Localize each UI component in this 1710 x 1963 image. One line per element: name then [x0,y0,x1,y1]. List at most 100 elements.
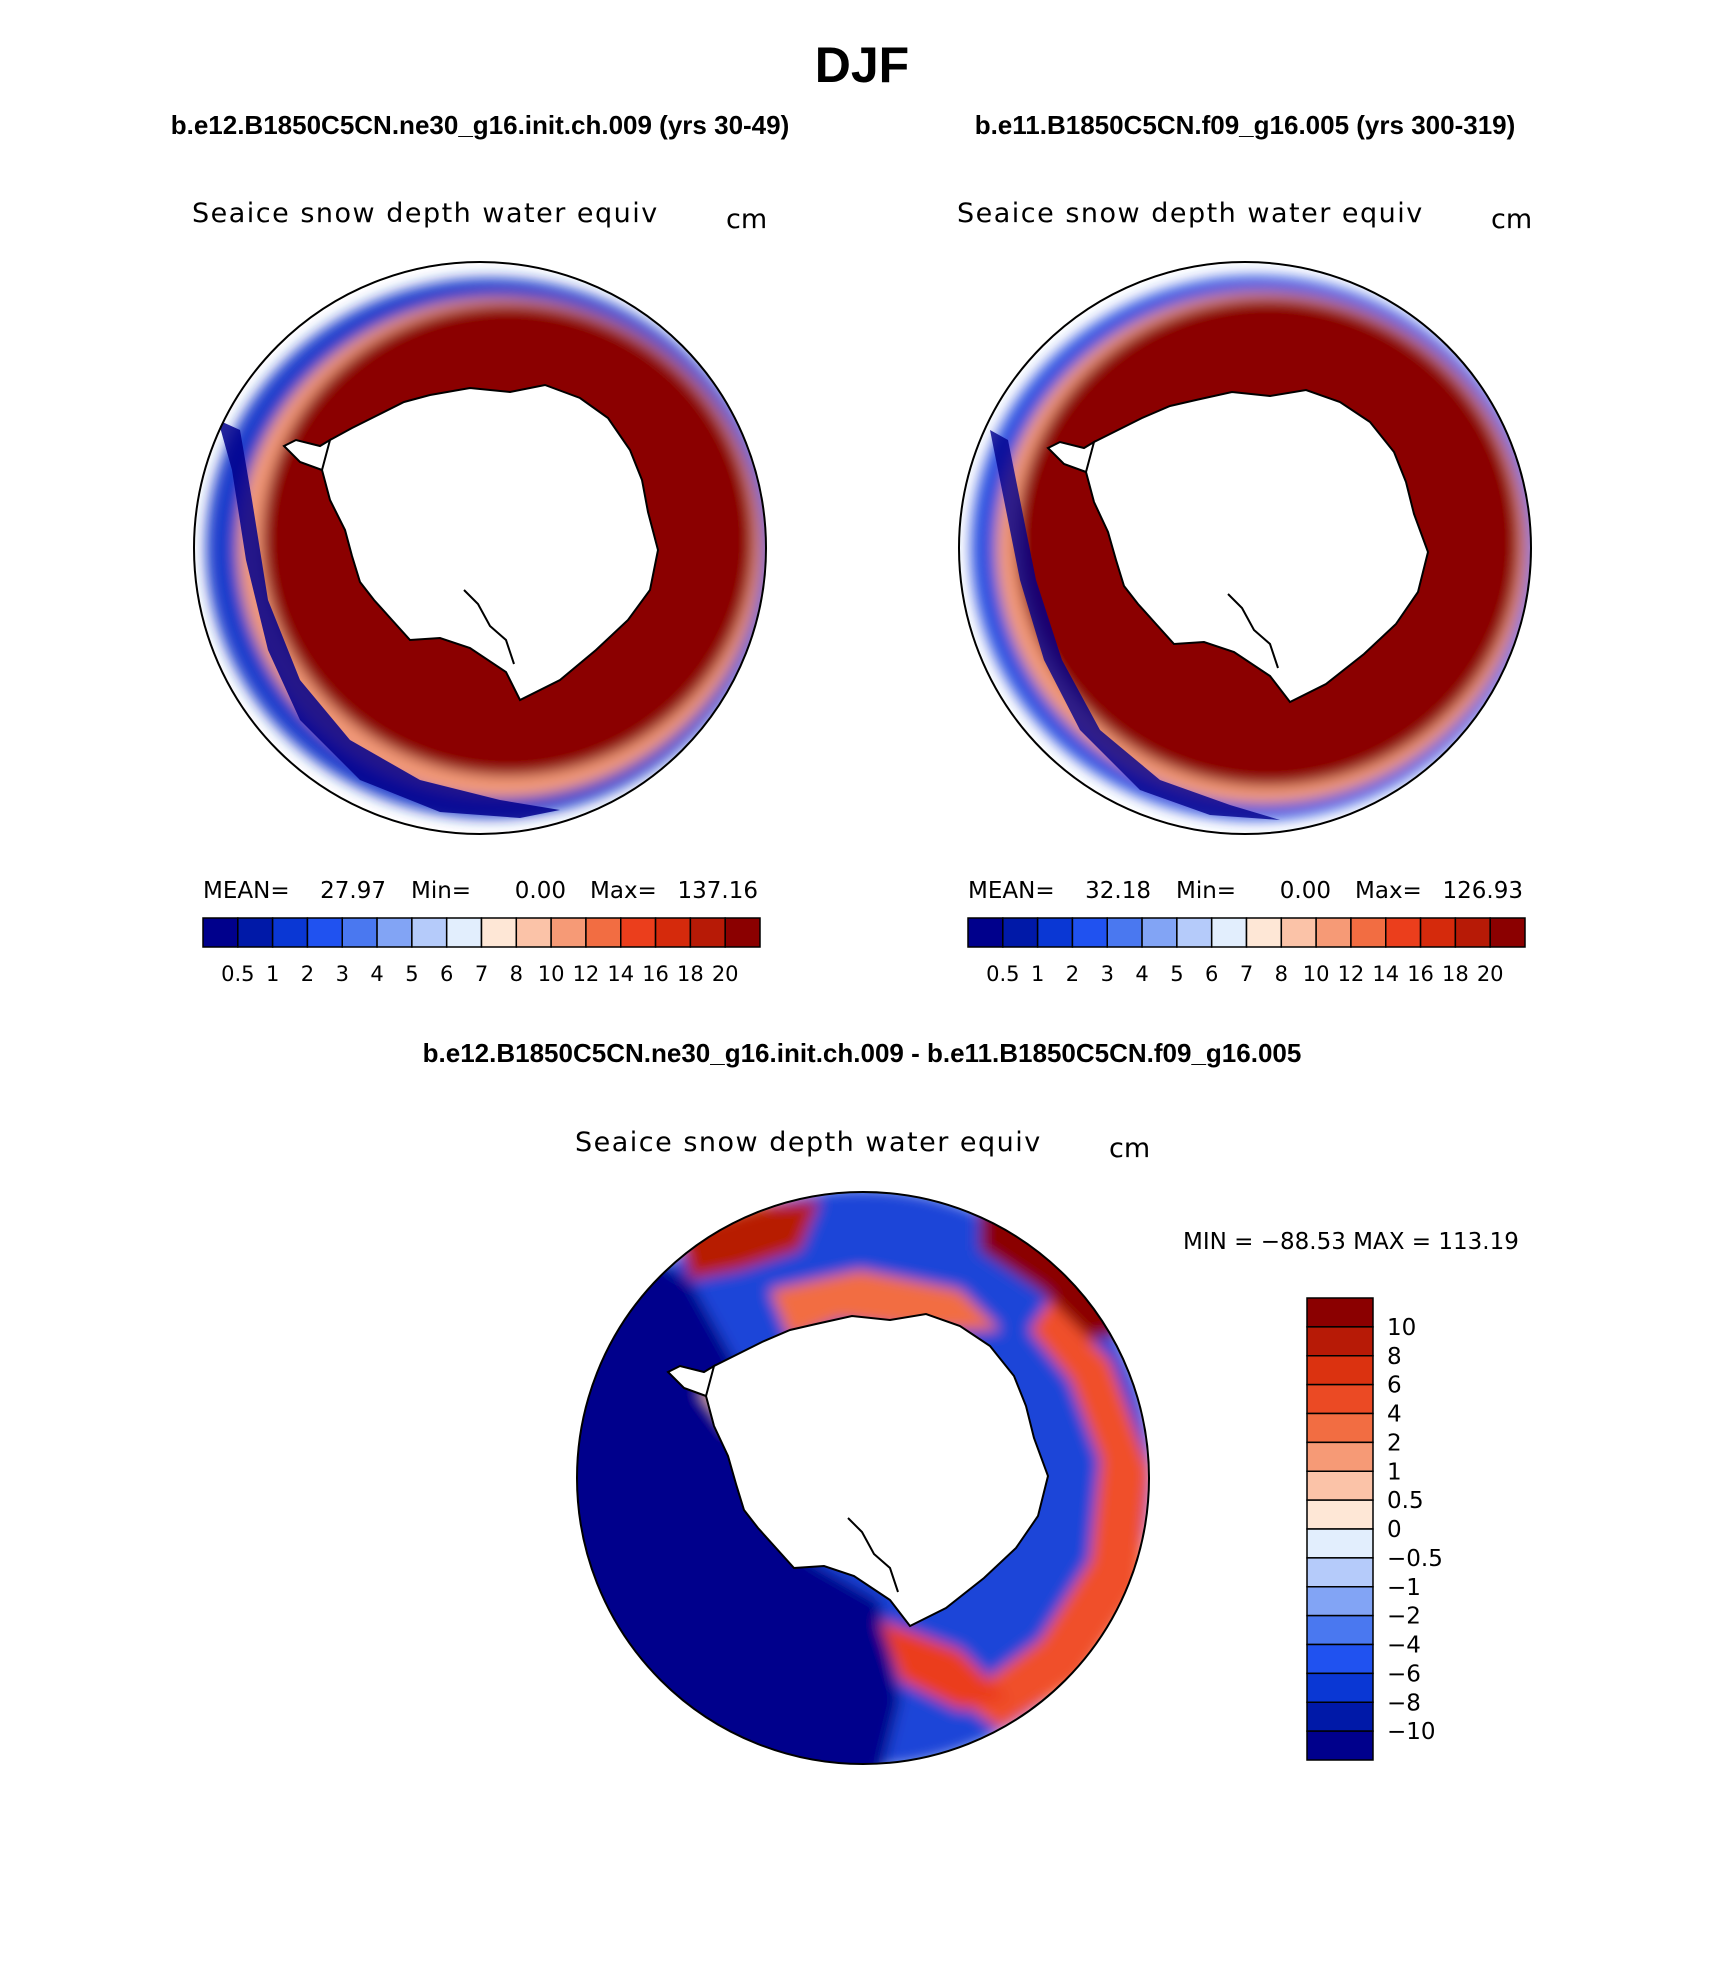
left-colorbar-swatch-3 [306,917,343,948]
panel-left-min-label: Min= [411,878,471,904]
panel-right-stats: MEAN= 32.18 Min= 0.00 Max= 126.93 [968,878,1523,904]
left-colorbar-swatch-6 [411,917,448,948]
right-colorbar-tick-label: 2 [1066,962,1079,986]
panel-diff-minmax: MIN = −88.53 MAX = 113.19 [1183,1229,1519,1255]
right-colorbar-tick-label: 1 [1031,962,1044,986]
panel-right-mean-value: 32.18 [1085,878,1151,904]
antarctic-peninsula [666,1363,716,1398]
antarctic-peninsula [282,437,332,472]
diff-colorbar-tick-label: 1 [1387,1459,1402,1485]
diff-colorbar-tick-label: −0.5 [1387,1546,1443,1572]
diff-colorbar-swatch-1 [1306,1326,1374,1357]
right-colorbar-tick-label: 8 [1275,962,1288,986]
diff-colorbar-tick-label: −4 [1387,1633,1421,1659]
left-colorbar-swatch-13 [654,917,692,948]
panel-diff-case-title: b.e12.B1850C5CN.ne30_g16.init.ch.009 - b… [423,1038,1302,1068]
panel-left-mean-label: MEAN= [203,878,290,904]
left-colorbar-swatch-12 [620,917,657,948]
panel-right-variable: Seaice snow depth water equiv [957,198,1424,229]
right-colorbar-tick-label: 0.5 [986,962,1019,986]
right-colorbar-swatch-7 [1210,917,1248,948]
right-colorbar-swatch-9 [1280,917,1317,948]
left-colorbar-swatch-0 [202,917,239,948]
diff-colorbar-swatch-2 [1306,1355,1374,1386]
ice-edge-dark-blue-fringe [990,430,1280,820]
diff-colorbar-swatch-0 [1306,1297,1374,1328]
left-colorbar-tick-label: 14 [607,962,634,986]
panel-right-colorbar: 0.5 1 2 3 4 5 6 7 8 10 12 14 16 18 20 [967,917,1526,986]
left-colorbar-tick-label: 10 [538,962,565,986]
diff-colorbar-swatch-4 [1306,1412,1374,1444]
diff-colorbar-swatch-6 [1306,1470,1374,1501]
right-colorbar-swatch-14 [1454,917,1491,948]
left-colorbar-tick-label: 20 [712,962,739,986]
panel-left-stats: MEAN= 27.97 Min= 0.00 Max= 137.16 [203,878,758,904]
diff-colorbar-tick-label: 2 [1387,1430,1402,1456]
right-colorbar-tick-label: 4 [1135,962,1148,986]
right-colorbar-swatch-3 [1071,917,1108,948]
right-colorbar-swatch-12 [1385,917,1422,948]
panel-right-case-title: b.e11.B1850C5CN.f09_g16.005 (yrs 300-319… [975,110,1516,140]
diff-colorbar-tick-label: 8 [1387,1344,1402,1370]
diff-colorbar-tick-label: 0 [1387,1517,1402,1543]
diff-colorbar-tick-label: 0.5 [1387,1488,1424,1514]
left-colorbar-tick-label: 18 [677,962,704,986]
panel-left-max-value: 137.16 [678,878,758,904]
right-colorbar-tick-label: 14 [1372,962,1399,986]
left-colorbar-tick-label: 5 [405,962,418,986]
right-colorbar-tick-label: 16 [1407,962,1434,986]
left-colorbar-tick-label: 8 [510,962,523,986]
diff-colorbar-tick-label: −2 [1387,1604,1421,1630]
ross-ice-shelf [463,589,515,665]
diff-colorbar-swatch-13 [1306,1672,1374,1703]
panel-right-max-value: 126.93 [1443,878,1523,904]
left-colorbar-tick-label: 6 [440,962,453,986]
diff-colorbar-swatch-12 [1306,1643,1374,1675]
diff-colorbar-swatch-11 [1306,1614,1374,1646]
diff-colorbar-swatch-7 [1306,1499,1374,1530]
diff-colorbar-swatch-14 [1306,1701,1374,1732]
panel-diff-map [577,1192,1149,1764]
panel-diff-colorbar: 10 8 6 42 1 0.5 0 −0.5 −1 −2 −4−6 −8 −10 [1306,1297,1443,1761]
panel-right-min-label: Min= [1176,878,1236,904]
diff-positive-east-ring [960,1300,1149,1730]
right-colorbar-swatch-1 [1002,917,1039,948]
panel-left-map [194,262,766,834]
diff-negative-west-sector [577,1250,900,1764]
diff-colorbar-swatch-5 [1306,1441,1374,1472]
left-colorbar-tick-label: 7 [475,962,488,986]
right-colorbar-tick-label: 10 [1303,962,1330,986]
diff-colorbar-swatch-3 [1306,1383,1374,1415]
panel-right-units: cm [1491,204,1532,235]
diff-colorbar-tick-label: −8 [1387,1690,1421,1716]
left-colorbar-tick-label: 16 [642,962,669,986]
panel-right-min-value: 0.00 [1280,878,1331,904]
ice-edge-dark-blue-fringe [218,420,560,818]
left-colorbar-swatch-15 [724,917,761,948]
diff-colorbar-swatch-9 [1306,1557,1374,1588]
diff-colorbar-tick-label: −10 [1387,1719,1436,1745]
ross-ice-shelf [1227,593,1279,669]
left-colorbar-swatch-2 [271,917,309,948]
main-title: DJF [815,37,909,93]
diff-colorbar-tick-label: −6 [1387,1661,1421,1687]
right-colorbar-tick-label: 12 [1338,962,1365,986]
right-colorbar-swatch-10 [1315,917,1352,948]
left-colorbar-swatch-5 [376,917,413,948]
diff-colorbar-tick-label: 4 [1387,1402,1402,1428]
right-colorbar-tick-label: 3 [1101,962,1114,986]
left-colorbar-tick-label: 4 [370,962,383,986]
panel-right-map [959,262,1531,834]
right-colorbar-swatch-2 [1036,917,1074,948]
panel-right-mean-label: MEAN= [968,878,1055,904]
right-colorbar-swatch-8 [1245,917,1283,948]
panel-right-max-label: Max= [1355,878,1422,904]
panel-diff-units: cm [1109,1133,1150,1164]
panel-left-min-value: 0.00 [515,878,566,904]
right-colorbar-swatch-5 [1141,917,1178,948]
left-colorbar-tick-label: 2 [301,962,314,986]
left-colorbar-swatch-10 [550,917,587,948]
right-colorbar-tick-label: 6 [1205,962,1218,986]
panel-diff: b.e12.B1850C5CN.ne30_g16.init.ch.009 - b… [423,1038,1519,1765]
diff-colorbar-swatch-8 [1306,1528,1374,1559]
